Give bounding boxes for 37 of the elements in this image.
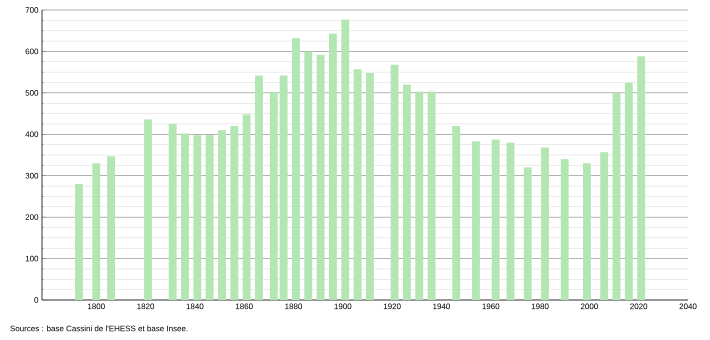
- bar: [92, 163, 100, 300]
- bar: [354, 69, 362, 300]
- bar: [612, 92, 620, 300]
- bar: [304, 51, 312, 300]
- bar: [506, 142, 514, 300]
- bar: [341, 20, 350, 300]
- bar: [402, 84, 411, 300]
- bar: [218, 130, 226, 300]
- bar: [280, 75, 288, 300]
- bar: [144, 119, 152, 300]
- bar: [107, 156, 115, 300]
- bar: [600, 152, 608, 300]
- bar: [472, 141, 480, 300]
- bar: [316, 54, 325, 300]
- bar: [255, 75, 263, 300]
- bar: [390, 64, 399, 300]
- bar: [181, 133, 189, 300]
- bar: [206, 135, 214, 300]
- bar: [452, 126, 460, 300]
- bar: [415, 92, 424, 300]
- bar: [582, 163, 591, 300]
- bar: [270, 92, 278, 300]
- bar: [637, 56, 646, 300]
- bar: [168, 124, 177, 300]
- bar: [329, 34, 337, 300]
- bar: [428, 92, 436, 300]
- bar: [242, 114, 251, 300]
- bar: [560, 159, 569, 300]
- bar: [541, 148, 549, 300]
- bar: [292, 38, 300, 300]
- bar: [624, 82, 633, 300]
- bar: [193, 135, 202, 300]
- bar: [75, 184, 83, 300]
- bar: [524, 167, 532, 300]
- bar: [366, 72, 374, 300]
- bar: [492, 140, 500, 300]
- bar: [230, 126, 238, 300]
